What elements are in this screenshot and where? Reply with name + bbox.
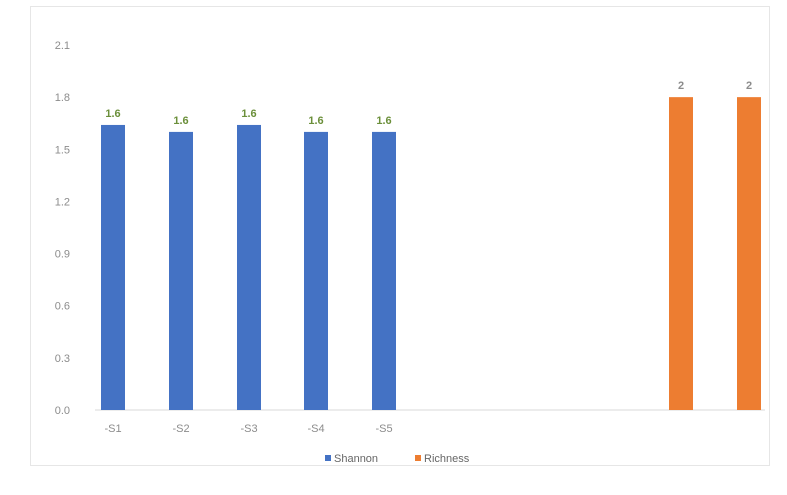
y-tick-label-2: 0.6 xyxy=(55,301,70,313)
legend: Shannon Richness xyxy=(325,453,470,465)
data-label-0-3: 1.6 xyxy=(308,115,323,127)
bar-0-3 xyxy=(304,131,328,410)
chart-frame xyxy=(30,6,770,466)
y-tick-label-0: 0.0 xyxy=(55,405,70,417)
y-tick-label-1: 0.3 xyxy=(55,353,70,365)
x-tick-label-0-3: -S4 xyxy=(307,423,324,435)
data-label-0-4: 1.6 xyxy=(376,115,391,127)
y-tick-label-6: 1.8 xyxy=(55,92,70,104)
bar-0-1 xyxy=(169,131,193,410)
data-label-0-0: 1.6 xyxy=(105,108,120,120)
y-axis: 0.0 0.3 0.6 0.9 1.2 1.5 1.8 2.1 xyxy=(55,40,70,417)
bar-0-4 xyxy=(372,131,396,410)
x-tick-label-0-0: -S1 xyxy=(104,423,121,435)
legend-swatch-0 xyxy=(325,455,331,461)
data-label-0-1: 1.6 xyxy=(173,115,188,127)
bar-1-1 xyxy=(737,97,761,411)
y-tick-label-7: 2.1 xyxy=(55,40,70,52)
data-label-1-0: 2 xyxy=(678,80,684,92)
bar-0-0 xyxy=(101,124,125,410)
x-tick-label-0-1: -S2 xyxy=(172,423,189,435)
bars-group: 1.6 -S1 1.6 -S2 1.6 -S3 1.6 -S4 1.6 -S5 2 2 xyxy=(101,80,761,435)
y-tick-label-3: 0.9 xyxy=(55,249,70,261)
legend-swatch-1 xyxy=(415,455,421,461)
bar-1-0 xyxy=(669,97,693,411)
data-label-0-2: 1.6 xyxy=(241,108,256,120)
legend-label-1: Richness xyxy=(424,453,470,465)
x-tick-label-0-2: -S3 xyxy=(240,423,257,435)
data-label-1-1: 2 xyxy=(746,80,752,92)
legend-label-0: Shannon xyxy=(334,453,378,465)
y-tick-label-5: 1.5 xyxy=(55,144,70,156)
x-tick-label-0-4: -S5 xyxy=(375,423,392,435)
y-tick-label-4: 1.2 xyxy=(55,196,70,208)
bar-0-2 xyxy=(237,124,261,410)
